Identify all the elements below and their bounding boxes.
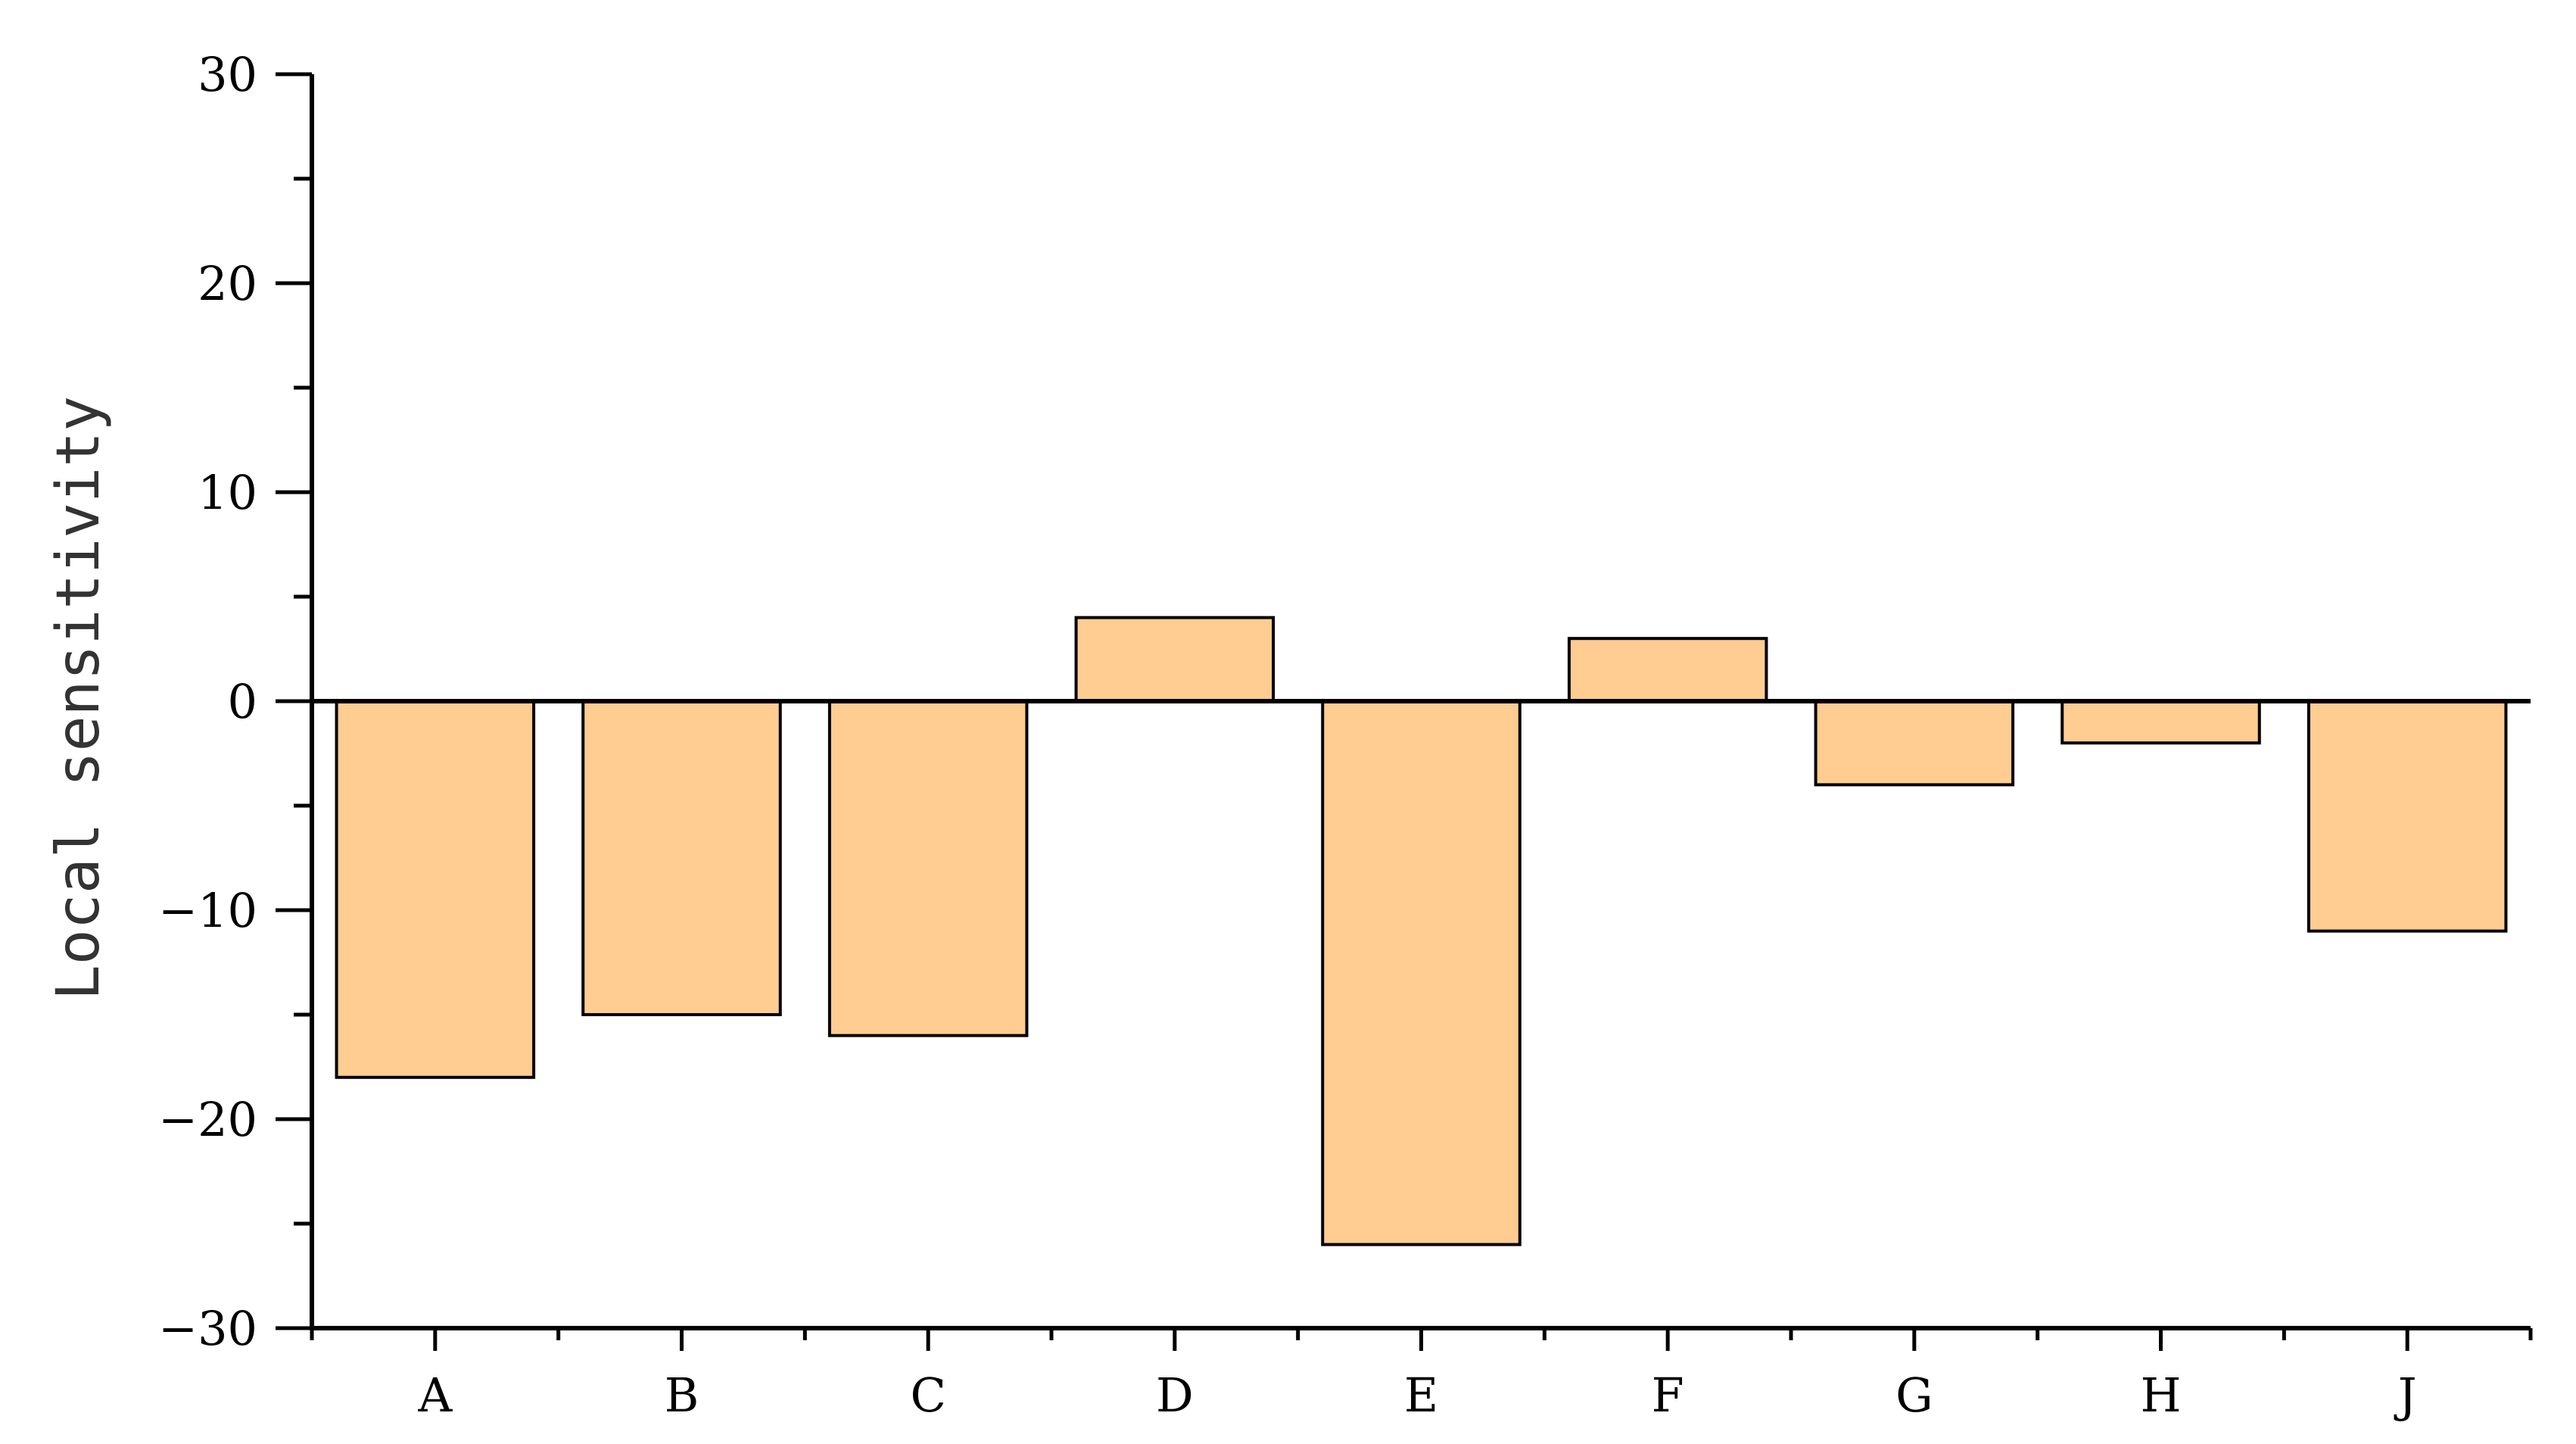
x-tick-label-E: E bbox=[1404, 1368, 1438, 1423]
y-tick-label: 10 bbox=[198, 465, 257, 520]
x-tick-label-J: J bbox=[2394, 1368, 2417, 1423]
x-tick-label-B: B bbox=[665, 1368, 699, 1423]
y-axis-title: Local sensitivity bbox=[45, 396, 113, 1000]
bar-C bbox=[827, 700, 1029, 1037]
x-tick-label-H: H bbox=[2140, 1368, 2181, 1423]
x-tick-label-A: A bbox=[417, 1368, 453, 1423]
x-tick-label-D: D bbox=[1156, 1368, 1194, 1423]
bar-E bbox=[1321, 700, 1522, 1246]
x-tick-label-G: G bbox=[1895, 1368, 1933, 1423]
bar-G bbox=[1814, 700, 2015, 787]
bar-D bbox=[1074, 616, 1276, 703]
bar-F bbox=[1567, 637, 1768, 703]
x-tick-label-F: F bbox=[1652, 1368, 1684, 1423]
bar-J bbox=[2307, 700, 2508, 933]
bar-H bbox=[2060, 700, 2261, 745]
axes-layer bbox=[276, 72, 2533, 1351]
bar-A bbox=[335, 700, 536, 1079]
labels-layer: 30 20 10 0 −10 −20 −30 A B C D E F G H J bbox=[158, 47, 2416, 1423]
y-tick-label: 20 bbox=[198, 256, 257, 311]
y-tick-label: 0 bbox=[228, 674, 257, 729]
bars-layer bbox=[335, 616, 2508, 1246]
x-tick-label-C: C bbox=[910, 1368, 945, 1423]
y-tick-label: −30 bbox=[158, 1301, 257, 1356]
bar-B bbox=[581, 700, 782, 1016]
y-tick-label: −10 bbox=[158, 883, 257, 938]
y-tick-label: −20 bbox=[158, 1092, 257, 1147]
y-tick-label: 30 bbox=[198, 47, 257, 102]
